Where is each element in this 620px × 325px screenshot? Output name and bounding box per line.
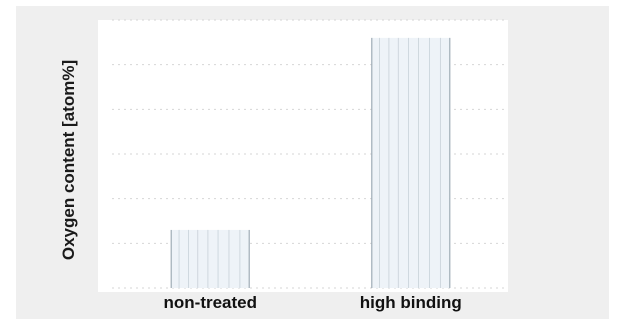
x-tick-label: non-treated	[164, 293, 258, 312]
bar-high-binding	[371, 37, 451, 288]
x-tick-label: high binding	[360, 293, 462, 312]
y-axis-label: Oxygen content [atom%]	[59, 60, 78, 260]
bar-fill	[171, 229, 250, 288]
bar-non-treated	[170, 229, 250, 288]
bars	[170, 37, 451, 288]
bar-fill	[371, 37, 450, 288]
x-tick-labels: non-treated high binding	[164, 293, 462, 312]
